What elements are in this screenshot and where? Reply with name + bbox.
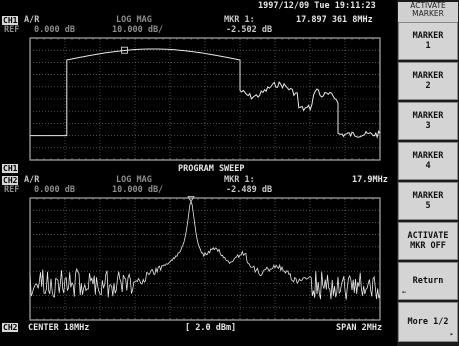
ch2-marker-freq: 17.9MHz [352, 175, 388, 185]
return-arrow-icon: ← [402, 288, 407, 296]
softkey-marker-4[interactable]: MARKER 4 [398, 142, 458, 180]
softkey-marker-3[interactable]: MARKER 3 [398, 102, 458, 140]
ch1-marker-label: MKR 1: [224, 15, 255, 25]
ch2-power: [ 2.0 dBm] [185, 323, 237, 333]
softkey-activate-mkr-off[interactable]: ACTIVATE MKR OFF [398, 222, 458, 260]
ch1-trace [30, 48, 381, 140]
more-arrow-icon: ▸ [449, 330, 454, 338]
softkey-marker-5[interactable]: MARKER 5 [398, 182, 458, 220]
marker-triangle-icon [187, 196, 195, 203]
ch2-measurement: A/R [24, 175, 40, 185]
softkey-return[interactable]: Return ← [398, 262, 458, 300]
graticule-svg [29, 37, 381, 321]
ch2-footer-tag: CH2 [2, 323, 19, 332]
ch1-footer-tag: CH1 [2, 164, 19, 173]
ch1-graticule [29, 37, 381, 161]
ch1-ref-value: 0.000 dB [34, 25, 75, 35]
ch1-tag[interactable]: CH1 [2, 16, 19, 25]
softkey-menu-title: ACTIVATE MARKER [398, 2, 458, 22]
ch2-marker-value: -2.489 dB [226, 185, 273, 195]
ch2-ref-value: 0.000 dB [34, 185, 75, 195]
ch1-marker-freq: 17.897 361 8MHz [296, 15, 373, 25]
ch2-marker-1[interactable] [187, 196, 195, 203]
ch1-format: LOG MAG [116, 15, 152, 25]
softkey-marker-1[interactable]: MARKER 1 [398, 22, 458, 60]
ch2-ref-label: REF [4, 185, 20, 195]
softkey-marker-2[interactable]: MARKER 2 [398, 62, 458, 100]
ch2-center: CENTER 18MHz [28, 323, 90, 333]
ch1-marker-1[interactable] [121, 46, 128, 54]
ch2-scale: 10.000 dB/ [112, 185, 164, 195]
ch1-measurement: A/R [24, 15, 40, 25]
marker-symbol-icon [121, 46, 128, 54]
ch2-format: LOG MAG [116, 175, 152, 185]
ch1-marker-value: -2.502 dB [226, 25, 273, 35]
ch1-ref-label: REF [4, 25, 20, 35]
ch2-marker-label: MKR 1: [224, 175, 255, 185]
ch1-sweep-label: PROGRAM SWEEP [178, 164, 245, 174]
ch2-trace [29, 200, 381, 300]
datetime: 1997/12/09 Tue 19:11:23 [258, 1, 376, 11]
ch2-graticule [29, 197, 381, 321]
ch2-span: SPAN 2MHz [336, 323, 383, 333]
ch2-tag[interactable]: CH2 [2, 176, 19, 185]
softkey-more[interactable]: More 1/2 ▸ [398, 302, 458, 342]
ch1-scale: 10.000 dB/ [112, 25, 164, 35]
